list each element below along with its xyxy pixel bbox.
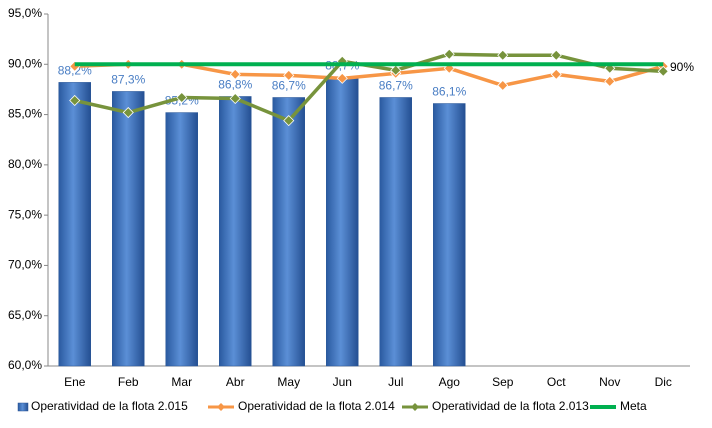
- x-tick-label: Oct: [547, 375, 566, 389]
- legend-swatch: [217, 403, 225, 411]
- x-tick-label: Dic: [655, 375, 672, 389]
- marker: [550, 49, 562, 61]
- bar: [326, 77, 359, 367]
- x-tick-label: Mar: [171, 375, 192, 389]
- marker: [390, 64, 402, 76]
- marker: [283, 115, 295, 127]
- x-tick-label: Jul: [388, 375, 403, 389]
- marker: [443, 48, 455, 60]
- y-tick-label: 95,0%: [8, 6, 42, 20]
- x-tick-label: Sep: [492, 375, 514, 389]
- marker: [229, 68, 241, 80]
- legend-label: Operatividad de la flota 2.013: [432, 399, 589, 413]
- marker: [176, 91, 188, 104]
- data-label: 86,8%: [218, 78, 252, 92]
- y-tick-label: 65,0%: [8, 308, 42, 322]
- y-tick-label: 75,0%: [8, 207, 42, 221]
- y-tick-label: 80,0%: [8, 157, 42, 171]
- bar: [433, 103, 466, 367]
- legend-label: Operatividad de la flota 2.014: [238, 399, 395, 413]
- y-tick-label: 85,0%: [8, 107, 42, 121]
- x-tick-label: Abr: [226, 375, 245, 389]
- x-tick-label: Jun: [333, 375, 352, 389]
- data-label: 87,3%: [111, 73, 145, 87]
- bar: [58, 82, 91, 367]
- data-label: 86,7%: [379, 79, 413, 93]
- marker: [550, 68, 562, 80]
- bar: [219, 96, 252, 367]
- marker: [336, 72, 348, 84]
- marker: [229, 92, 241, 105]
- legend-swatch: [411, 403, 419, 411]
- x-tick-label: Feb: [118, 375, 139, 389]
- legend-swatch: [17, 402, 29, 412]
- legend-label: Meta: [620, 399, 647, 413]
- x-tick-label: May: [277, 375, 300, 389]
- data-label: 86,7%: [272, 79, 306, 93]
- legend-label: Operatividad de la flota 2.015: [31, 399, 188, 413]
- marker: [497, 79, 509, 91]
- bar: [272, 97, 305, 367]
- y-tick-label: 60,0%: [8, 358, 42, 372]
- data-label: 86,1%: [432, 85, 466, 99]
- x-tick-label: Nov: [599, 375, 620, 389]
- marker: [69, 94, 81, 107]
- y-tick-label: 90,0%: [8, 56, 42, 70]
- annotation: 90%: [670, 60, 694, 74]
- x-tick-label: Ene: [64, 375, 86, 389]
- y-tick-label: 70,0%: [8, 258, 42, 272]
- marker: [283, 69, 295, 81]
- bar: [379, 97, 412, 367]
- marker: [604, 75, 616, 87]
- x-tick-label: Ago: [439, 375, 461, 389]
- bar: [165, 112, 198, 367]
- bar: [112, 91, 145, 367]
- marker: [497, 49, 509, 61]
- marker: [657, 65, 669, 77]
- marker: [122, 106, 134, 119]
